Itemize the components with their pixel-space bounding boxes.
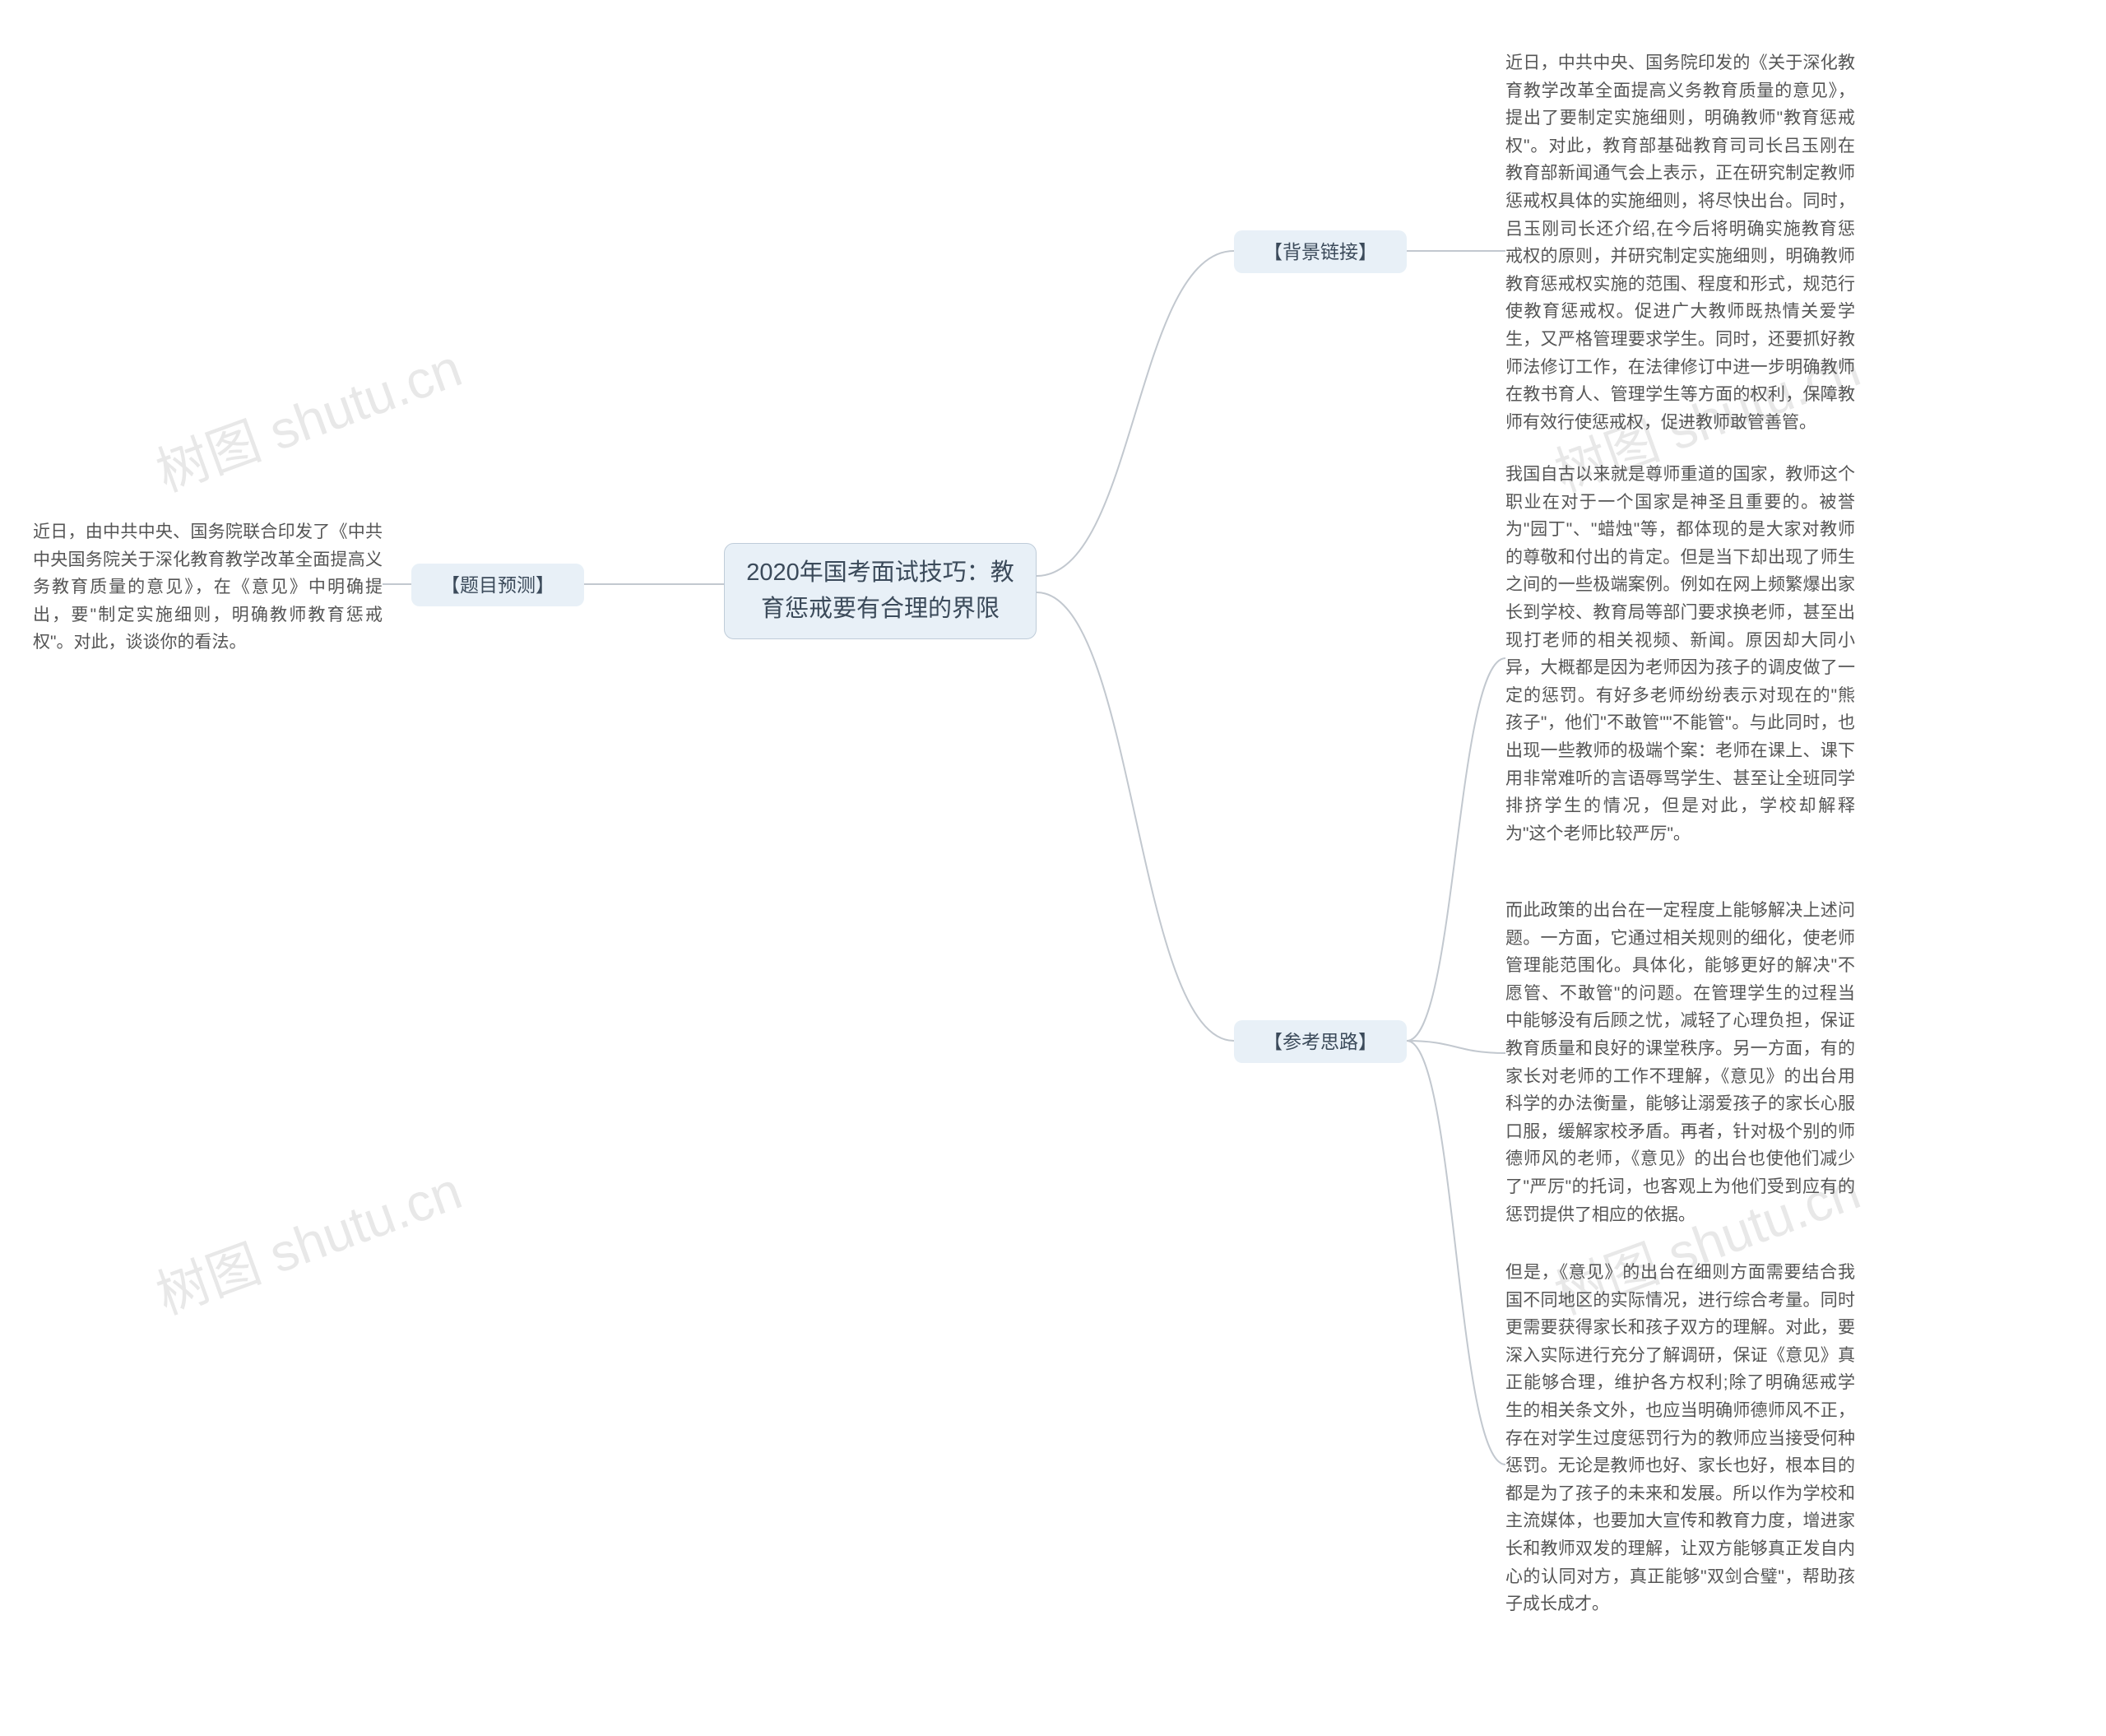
- branch-label: 【题目预测】: [441, 572, 554, 598]
- connector-path: [1037, 592, 1234, 1041]
- branch-prediction[interactable]: 【题目预测】: [411, 564, 584, 606]
- leaf-reference-1: 我国自古以来就是尊师重道的国家，教师这个职业在对于一个国家是神圣且重要的。被誉为…: [1505, 461, 1855, 847]
- connector-path: [1407, 658, 1505, 1041]
- leaf-reference-3: 但是，《意见》的出台在细则方面需要结合我国不同地区的实际情况，进行综合考量。同时…: [1505, 1259, 1855, 1618]
- branch-background[interactable]: 【背景链接】: [1234, 230, 1407, 273]
- root-node[interactable]: 2020年国考面试技巧：教育惩戒要有合理的界限: [724, 543, 1037, 639]
- leaf-reference-2: 而此政策的出台在一定程度上能够解决上述问题。一方面，它通过相关规则的细化，使老师…: [1505, 897, 1855, 1228]
- leaf-background: 近日，中共中央、国务院印发的《关于深化教育教学改革全面提高义务教育质量的意见》，…: [1505, 49, 1855, 436]
- leaf-prediction: 近日，由中共中央、国务院联合印发了《中共中央国务院关于深化教育教学改革全面提高义…: [33, 518, 383, 657]
- watermark: 树图 shutu.cn: [145, 326, 471, 506]
- watermark: 树图 shutu.cn: [145, 1149, 471, 1329]
- branch-label: 【参考思路】: [1264, 1028, 1377, 1055]
- root-label: 2020年国考面试技巧：教育惩戒要有合理的界限: [743, 555, 1018, 627]
- mindmap-canvas: 树图 shutu.cn 树图 shutu.cn 树图 shutu.cn 树图 s…: [0, 0, 2106, 1736]
- connector-path: [1407, 1041, 1505, 1464]
- connector-path: [1037, 251, 1234, 576]
- branch-label: 【背景链接】: [1264, 239, 1377, 265]
- connector-path: [1407, 1041, 1505, 1053]
- branch-reference[interactable]: 【参考思路】: [1234, 1020, 1407, 1063]
